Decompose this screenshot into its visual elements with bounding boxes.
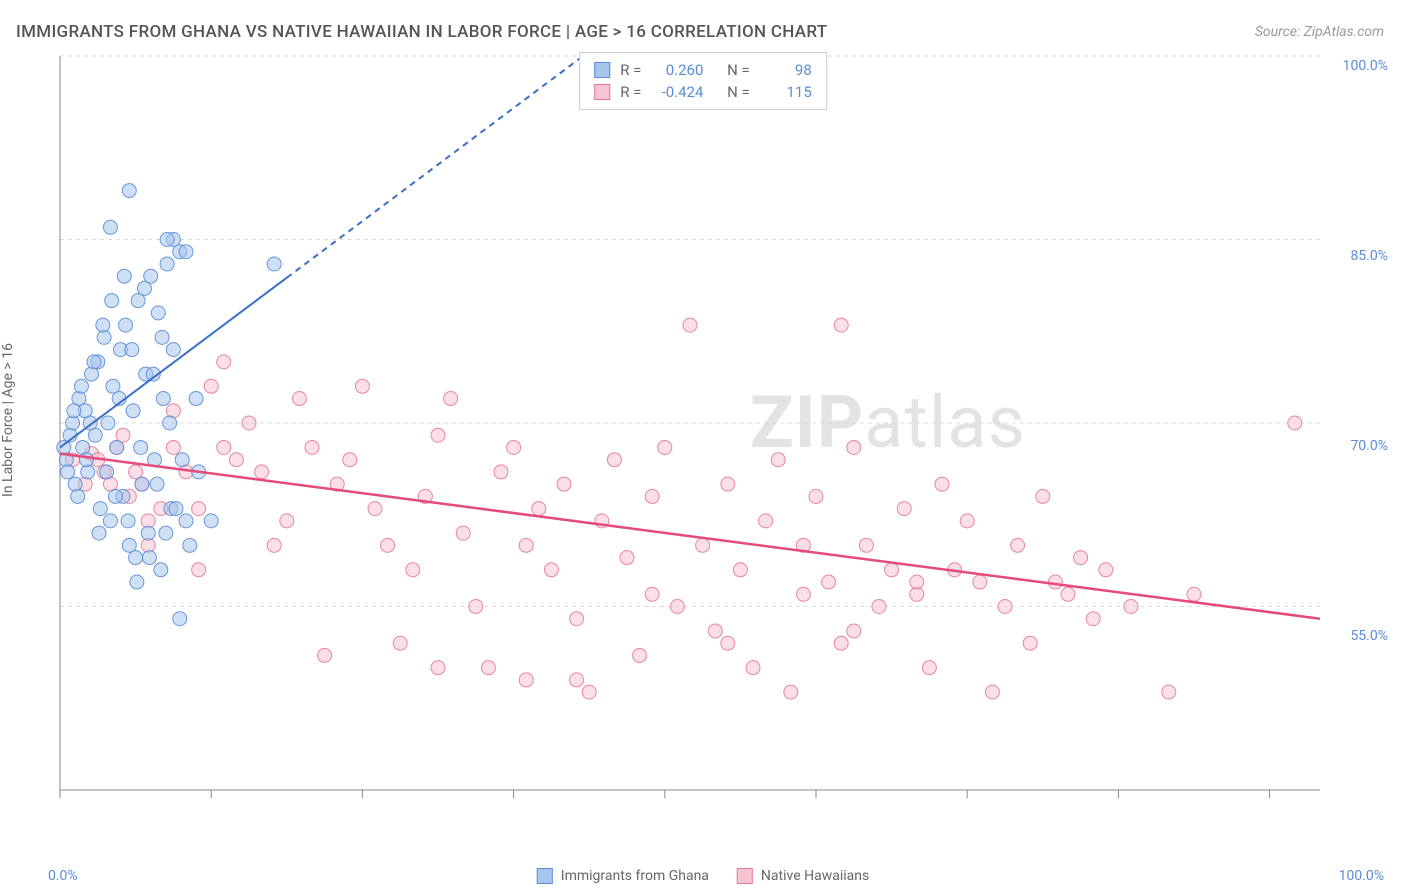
legend-swatch-series1 — [537, 868, 553, 884]
stats-row-series1: R = 0.260 N = 98 — [594, 59, 812, 81]
y-tick-55: 55.0% — [1350, 628, 1388, 644]
r-value-series2: -0.424 — [651, 83, 703, 101]
legend: Immigrants from Ghana Native Hawaiians — [537, 868, 869, 884]
chart-svg — [50, 50, 1330, 820]
legend-label-series1: Immigrants from Ghana — [561, 868, 709, 884]
stats-swatch-series2 — [594, 84, 610, 100]
x-tick-100: 100.0% — [1339, 868, 1384, 884]
y-axis-label: In Labor Force | Age > 16 — [0, 343, 16, 497]
y-tick-70: 70.0% — [1350, 438, 1388, 454]
legend-swatch-series2 — [737, 868, 753, 884]
y-tick-100: 100.0% — [1343, 58, 1388, 74]
legend-label-series2: Native Hawaiians — [761, 868, 869, 884]
correlation-chart: IMMIGRANTS FROM GHANA VS NATIVE HAWAIIAN… — [0, 0, 1406, 892]
r-value-series1: 0.260 — [651, 61, 703, 79]
plot-area — [50, 50, 1330, 820]
n-value-series2: 115 — [760, 83, 812, 101]
chart-title: IMMIGRANTS FROM GHANA VS NATIVE HAWAIIAN… — [16, 22, 827, 42]
y-tick-85: 85.0% — [1350, 248, 1388, 264]
source-attribution: Source: ZipAtlas.com — [1255, 24, 1384, 40]
n-value-series1: 98 — [760, 61, 812, 79]
stats-swatch-series1 — [594, 62, 610, 78]
legend-item-series2: Native Hawaiians — [737, 868, 869, 884]
correlation-stats-box: R = 0.260 N = 98 R = -0.424 N = 115 — [579, 52, 827, 110]
legend-item-series1: Immigrants from Ghana — [537, 868, 709, 884]
stats-row-series2: R = -0.424 N = 115 — [594, 81, 812, 103]
x-tick-0: 0.0% — [48, 868, 78, 884]
